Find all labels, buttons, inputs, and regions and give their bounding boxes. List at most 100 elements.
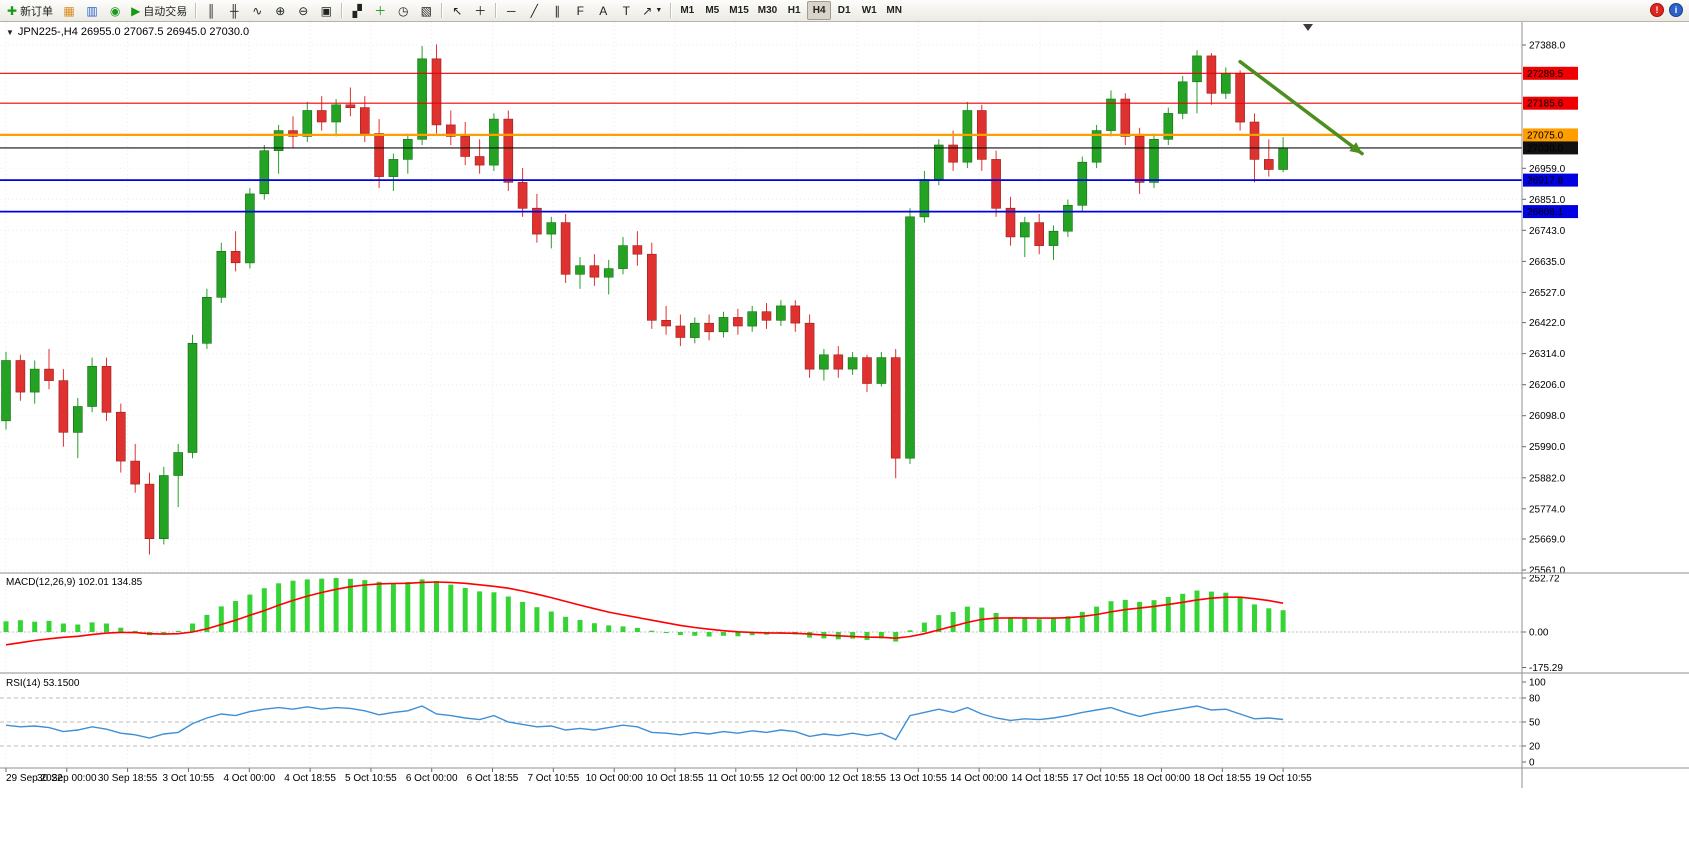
price-axis-label: 26527.0 (1529, 288, 1566, 299)
candlestick-chart-button[interactable]: ╫ (223, 1, 245, 20)
line-chart-button[interactable]: ∿ (246, 1, 268, 20)
candle-body (402, 139, 413, 160)
macd-histogram-bar (333, 578, 339, 632)
navigator-button[interactable]: ◉ (104, 1, 126, 20)
periods-clock-icon: ◷ (398, 3, 409, 18)
candle-body (876, 357, 887, 384)
macd-signal-line (5, 581, 1284, 646)
candle-body (216, 251, 227, 298)
oneclick-trading-collapse-icon[interactable]: ▼ (6, 28, 14, 37)
candle-body (661, 319, 671, 327)
timeframe-w1-button[interactable]: W1 (857, 1, 881, 20)
timeframe-mn-button[interactable]: MN (882, 1, 906, 20)
arrange-windows-button[interactable]: ▞ (346, 1, 368, 20)
trendline-tool-button[interactable]: ╱ (523, 1, 545, 20)
candlestick-chart-icon: ╫ (230, 3, 239, 18)
macd-histogram-bar (663, 632, 669, 634)
time-axis-label: 29 Sep 2022 (6, 773, 63, 784)
price-axis-label: 26314.0 (1529, 349, 1566, 360)
price-axis-label: 26206.0 (1529, 380, 1566, 391)
macd-histogram-bar (290, 580, 296, 632)
macd-histogram-bar (606, 625, 612, 632)
candle-body (144, 483, 155, 540)
arrows-tool-icon: ↗ (642, 3, 653, 18)
toolbar-separator (441, 3, 443, 18)
macd-histogram-bar (376, 581, 382, 632)
macd-histogram-bar (448, 584, 454, 632)
market-watch-button[interactable]: ▥ (81, 1, 103, 20)
toolbar-separator (195, 3, 197, 18)
bar-chart-button[interactable]: ║ (200, 1, 222, 20)
candle-body (445, 124, 456, 137)
price-axis-label: 26635.0 (1529, 257, 1566, 268)
timeframe-h4-button[interactable]: H4 (807, 1, 832, 20)
macd-histogram-bar (1280, 610, 1286, 632)
macd-histogram-bar (649, 630, 655, 632)
macd-histogram-bar (1122, 599, 1128, 632)
cursor-button[interactable]: ↖ (446, 1, 468, 20)
time-axis-label: 18 Oct 18:55 (1194, 773, 1252, 784)
macd-axis-label: 252.72 (1529, 574, 1560, 585)
candle-body (1019, 222, 1030, 238)
timeframe-h1-button[interactable]: H1 (782, 1, 806, 20)
fibonacci-tool-button[interactable]: F (569, 1, 591, 20)
macd-histogram-bar (993, 613, 999, 632)
trend-arrow-head[interactable] (1349, 142, 1363, 154)
arrows-tool-button[interactable]: ↗ ▼ (638, 1, 666, 20)
resistance-line-1-label (1523, 66, 1578, 80)
price-axis-label: 25990.0 (1529, 442, 1566, 453)
chart-profiles-button[interactable]: ▦ (58, 1, 80, 20)
templates-button[interactable]: ▧ (415, 1, 437, 20)
time-axis-label: 4 Oct 00:00 (223, 773, 275, 784)
candle-body (1, 360, 11, 422)
indicators-add-icon: ＋ (374, 3, 387, 18)
candle-body (804, 322, 815, 370)
rsi-axis-label: 100 (1529, 678, 1546, 689)
zoom-in-icon: ⊕ (275, 3, 286, 18)
timeframe-m30-button[interactable]: M30 (754, 1, 781, 20)
zoom-out-button[interactable]: ⊖ (292, 1, 314, 20)
crosshair-button[interactable]: ＋ (469, 1, 491, 20)
timeframe-m1-button[interactable]: M1 (675, 1, 699, 20)
horizontal-line-tool-button[interactable]: ─ (500, 1, 522, 20)
macd-histogram-bar (1079, 611, 1085, 632)
candle-body (890, 357, 901, 459)
candle-body (87, 365, 97, 407)
macd-histogram-bar (1237, 598, 1243, 632)
candle-body (273, 130, 284, 152)
support-line-1-label-text: 26917.8 (1527, 176, 1564, 187)
periods-button[interactable]: ◷ (392, 1, 414, 20)
rsi-axis-label: 80 (1529, 694, 1541, 705)
timeframe-m15-button[interactable]: M15 (725, 1, 752, 20)
connection-status-icon[interactable]: i (1669, 3, 1683, 17)
tile-windows-button[interactable]: ▣ (315, 1, 337, 20)
candle-body (345, 104, 356, 109)
zoom-in-button[interactable]: ⊕ (269, 1, 291, 20)
toolbar-separator (495, 3, 497, 18)
cursor-icon: ↖ (452, 3, 463, 18)
timeframe-d1-button[interactable]: D1 (832, 1, 856, 20)
candle-body (819, 354, 829, 370)
pivot-line-label-text: 27075.0 (1527, 130, 1564, 141)
time-axis-label: 5 Oct 10:55 (345, 773, 397, 784)
macd-histogram-bar (362, 580, 368, 632)
trend-arrow-line[interactable] (1238, 59, 1364, 156)
macd-histogram-bar (907, 630, 913, 632)
resistance-line-1-label-text: 27289.5 (1527, 69, 1564, 80)
channel-tool-button[interactable]: ∥ (546, 1, 568, 20)
label-tool-button[interactable]: T (615, 1, 637, 20)
indicators-add-button[interactable]: ＋ (369, 1, 391, 20)
alert-status-icon[interactable]: ! (1650, 3, 1664, 17)
chart-shift-marker[interactable] (1303, 24, 1313, 31)
text-tool-button[interactable]: A (592, 1, 614, 20)
new-order-button[interactable]: ✚ 新订单 (3, 1, 57, 20)
candle-body (58, 380, 69, 433)
horizontal-line-icon: ─ (507, 3, 516, 18)
arrange-windows-icon: ▞ (352, 3, 362, 18)
timeframe-m5-button[interactable]: M5 (700, 1, 724, 20)
price-axis-label: 25882.0 (1529, 473, 1566, 484)
candle-body (1005, 207, 1016, 238)
candle-body (1106, 98, 1116, 131)
autotrading-button[interactable]: ▶ 自动交易 (127, 1, 191, 20)
